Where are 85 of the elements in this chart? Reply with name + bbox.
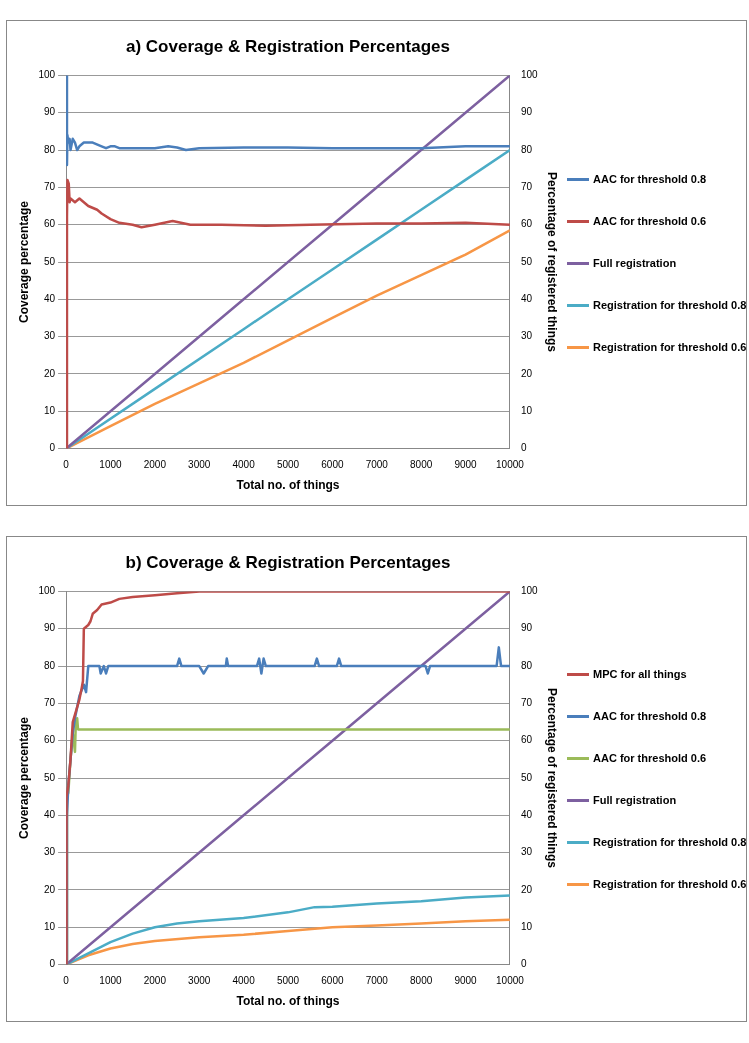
y2-axis-title: Percentage of registered things [545, 171, 560, 353]
y2-tick-label: 20 [520, 883, 533, 895]
y-tick-label: 0 [49, 442, 56, 454]
y2-tick-label: 30 [520, 330, 533, 342]
y-tick-label: 20 [43, 883, 56, 895]
y-tick-label: 10 [43, 405, 56, 417]
x-tick-label: 0 [63, 975, 70, 987]
legend-label: Registration for threshold 0.6 [593, 341, 747, 353]
x-axis-title: Total no. of things [236, 478, 340, 493]
x-tick-label: 3000 [188, 975, 211, 987]
x-tick-label: 8000 [410, 975, 433, 987]
legend-label: AAC for threshold 0.8 [593, 173, 707, 185]
y2-tick-label: 100 [520, 69, 539, 81]
y2-tick-label: 70 [520, 181, 533, 193]
y-tick-label: 20 [43, 367, 56, 379]
y2-tick-label: 80 [520, 659, 533, 671]
y2-tick-label: 20 [520, 367, 533, 379]
y-axis-title: Coverage percentage [16, 716, 31, 840]
y2-tick-label: 80 [520, 143, 533, 155]
y-tick-label: 40 [43, 293, 56, 305]
y2-tick-label: 50 [520, 771, 533, 783]
chart-title: a) Coverage & Registration Percentages [125, 36, 451, 56]
x-tick-label: 6000 [321, 459, 344, 471]
x-tick-label: 5000 [276, 975, 300, 987]
y2-tick-label: 10 [520, 921, 533, 933]
legend-label: Full registration [593, 257, 677, 269]
x-tick-label: 3000 [188, 459, 211, 471]
y2-tick-label: 100 [520, 585, 539, 597]
y-tick-label: 60 [43, 218, 56, 230]
y-tick-label: 80 [43, 143, 56, 155]
y-tick-label: 50 [43, 771, 56, 783]
y2-tick-label: 40 [520, 293, 533, 305]
x-tick-label: 4000 [232, 975, 256, 987]
y2-tick-label: 0 [520, 958, 527, 970]
y2-tick-label: 0 [520, 442, 527, 454]
y-axis-title: Coverage percentage [16, 200, 31, 324]
legend-label: AAC for threshold 0.8 [593, 710, 707, 722]
x-tick-label: 10000 [496, 975, 525, 987]
legend-label: Registration for threshold 0.6 [593, 878, 747, 890]
x-tick-label: 2000 [143, 459, 167, 471]
legend-label: Registration for threshold 0.8 [593, 299, 747, 311]
y2-tick-label: 10 [520, 405, 533, 417]
x-axis-title: Total no. of things [236, 994, 340, 1009]
y2-tick-label: 40 [520, 809, 533, 821]
x-tick-label: 5000 [276, 459, 300, 471]
y-tick-label: 100 [38, 585, 56, 597]
x-tick-label: 1000 [99, 975, 123, 987]
y-tick-label: 70 [43, 697, 56, 709]
x-tick-label: 6000 [321, 975, 344, 987]
x-tick-label: 4000 [232, 459, 256, 471]
legend-label: Registration for threshold 0.8 [593, 836, 747, 848]
y2-tick-label: 60 [520, 734, 533, 746]
y-tick-label: 50 [43, 255, 56, 267]
y-tick-label: 30 [43, 330, 56, 342]
legend-label: AAC for threshold 0.6 [593, 215, 707, 227]
y-tick-label: 0 [49, 958, 56, 970]
legend-label: Full registration [593, 794, 677, 806]
y-tick-label: 10 [43, 921, 56, 933]
y2-tick-label: 30 [520, 846, 533, 858]
x-tick-label: 10000 [496, 459, 525, 471]
y-tick-label: 60 [43, 734, 56, 746]
y2-tick-label: 70 [520, 697, 533, 709]
y2-tick-label: 50 [520, 255, 533, 267]
y2-tick-label: 60 [520, 218, 533, 230]
legend-label: MPC for all things [593, 668, 687, 680]
x-tick-label: 7000 [365, 459, 389, 471]
x-tick-label: 1000 [99, 459, 123, 471]
y-tick-label: 80 [43, 659, 56, 671]
y2-axis-title: Percentage of registered things [545, 687, 560, 869]
y2-tick-label: 90 [520, 106, 533, 118]
y-tick-label: 90 [43, 106, 56, 118]
x-tick-label: 0 [63, 459, 70, 471]
x-tick-label: 7000 [365, 975, 389, 987]
chart-title: b) Coverage & Registration Percentages [125, 552, 451, 572]
x-tick-label: 9000 [454, 975, 478, 987]
y-tick-label: 30 [43, 846, 56, 858]
y2-tick-label: 90 [520, 622, 533, 634]
x-tick-label: 2000 [143, 975, 167, 987]
x-tick-label: 8000 [410, 459, 433, 471]
y-tick-label: 40 [43, 809, 56, 821]
x-tick-label: 9000 [454, 459, 478, 471]
legend-label: AAC for threshold 0.6 [593, 752, 707, 764]
y-tick-label: 90 [43, 622, 56, 634]
y-tick-label: 100 [38, 69, 56, 81]
y-tick-label: 70 [43, 181, 56, 193]
